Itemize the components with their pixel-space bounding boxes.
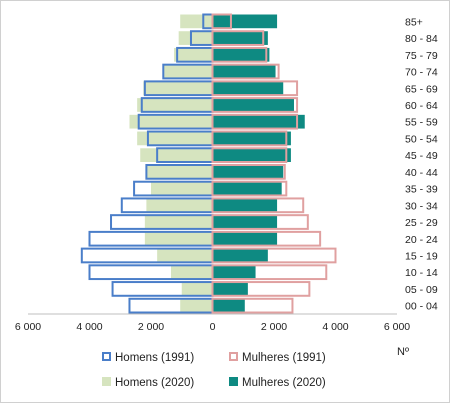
bar-mulheres-1991-10-14	[211, 264, 328, 281]
bar-mulheres-1991-45-49	[211, 147, 288, 163]
bar-homens-2020-75-79	[174, 47, 213, 62]
bar-mulheres-1991-85	[211, 13, 232, 30]
legend-swatch-mulheres-1991	[229, 352, 238, 361]
bar-mulheres-1991-00-04	[211, 297, 294, 314]
category-label-15-19: 15 - 19	[405, 250, 438, 262]
bar-homens-2020-20-24	[144, 231, 213, 246]
bar-mulheres-2020-55-59	[212, 114, 305, 129]
bar-homens-2020-10-14	[170, 265, 213, 280]
x-tick-label: 6 000	[15, 321, 41, 333]
bar-mulheres-1991-75-79	[211, 46, 268, 63]
bar-mulheres-2020-05-09	[212, 282, 248, 296]
x-tick-label: 2 000	[138, 321, 164, 333]
bar-homens-2020-30-34	[146, 198, 213, 213]
bar-homens-2020-65-69	[143, 81, 213, 96]
bar-homens-2020-00-04	[180, 298, 213, 313]
bar-homens-2020-15-19	[157, 248, 213, 263]
legend-label-mulheres-2020: Mulheres (2020)	[242, 377, 326, 389]
bar-homens-2020-50-54	[137, 131, 213, 146]
bar-mulheres-2020-65-69	[212, 81, 284, 96]
bar-mulheres-2020-85	[212, 14, 278, 29]
bar-mulheres-2020-80-84	[212, 31, 268, 45]
x-axis-title: Nº	[397, 346, 409, 358]
legend-label-homens-2020: Homens (2020)	[115, 377, 194, 389]
category-label-30-34: 30 - 34	[405, 200, 438, 212]
category-label-65-69: 65 - 69	[405, 83, 438, 95]
bar-homens-2020-80-84	[178, 31, 213, 45]
category-label-55-59: 55 - 59	[405, 117, 438, 129]
bar-mulheres-1991-80-84	[211, 30, 265, 46]
bar-homens-2020-55-59	[129, 114, 213, 129]
bar-mulheres-2020-20-24	[212, 231, 278, 246]
bar-mulheres-2020-10-14	[212, 265, 256, 280]
category-label-80-84: 80 - 84	[405, 33, 438, 45]
x-tick-label: 4 000	[76, 321, 102, 333]
bar-mulheres-1991-20-24	[211, 230, 322, 247]
bar-mulheres-2020-00-04	[212, 298, 245, 313]
x-tick-label: 0	[210, 321, 216, 333]
bar-homens-2020-85	[180, 14, 213, 29]
bar-mulheres-2020-25-29	[212, 215, 278, 229]
bar-homens-2020-05-09	[181, 282, 213, 296]
bar-homens-2020-35-39	[151, 181, 213, 196]
bar-mulheres-1991-35-39	[211, 180, 288, 197]
bar-homens-2020-70-74	[163, 64, 213, 79]
bar-homens-2020-60-64	[137, 98, 213, 112]
bar-mulheres-1991-60-64	[211, 97, 299, 113]
bar-mulheres-1991-55-59	[211, 113, 299, 130]
x-tick-label: 4 000	[322, 321, 348, 333]
category-label-60-64: 60 - 64	[405, 100, 438, 112]
category-label-50-54: 50 - 54	[405, 133, 438, 145]
bar-mulheres-2020-60-64	[212, 98, 294, 112]
category-label-00-04: 00 - 04	[405, 301, 438, 313]
legend-swatch-mulheres-2020	[229, 377, 238, 386]
legend-label-mulheres-1991: Mulheres (1991)	[242, 352, 326, 364]
bar-mulheres-1991-30-34	[211, 197, 305, 214]
category-label-05-09: 05 - 09	[405, 284, 438, 296]
bar-homens-2020-40-44	[146, 165, 213, 179]
bar-mulheres-1991-50-54	[211, 130, 288, 147]
bar-mulheres-1991-65-69	[211, 80, 299, 97]
bar-homens-2020-45-49	[140, 148, 213, 162]
category-label-20-24: 20 - 24	[405, 234, 438, 246]
legend-swatch-homens-2020	[102, 377, 111, 386]
category-label-25-29: 25 - 29	[405, 217, 438, 229]
category-label-45-49: 45 - 49	[405, 150, 438, 162]
bar-mulheres-1991-25-29	[211, 214, 309, 230]
bar-mulheres-2020-50-54	[212, 131, 291, 146]
bar-mulheres-2020-70-74	[212, 64, 276, 79]
bar-mulheres-1991-70-74	[211, 63, 280, 80]
bar-mulheres-2020-75-79	[212, 47, 270, 62]
bar-mulheres-2020-45-49	[212, 148, 291, 162]
bar-mulheres-1991-05-09	[211, 281, 311, 297]
legend-swatch-homens-1991	[102, 352, 111, 361]
legend-label-homens-1991: Homens (1991)	[115, 352, 194, 364]
category-label-40-44: 40 - 44	[405, 167, 438, 179]
bar-mulheres-2020-30-34	[212, 198, 278, 213]
x-tick-label: 6 000	[384, 321, 410, 333]
x-tick-label: 2 000	[261, 321, 287, 333]
category-label-10-14: 10 - 14	[405, 267, 438, 279]
category-label-70-74: 70 - 74	[405, 67, 438, 79]
category-label-75-79: 75 - 79	[405, 50, 438, 62]
bar-homens-2020-25-29	[144, 215, 213, 229]
bar-mulheres-1991-40-44	[211, 164, 286, 180]
category-label-85: 85+	[405, 16, 423, 28]
bar-mulheres-2020-40-44	[212, 165, 284, 179]
bar-mulheres-2020-35-39	[212, 181, 282, 196]
category-label-35-39: 35 - 39	[405, 184, 438, 196]
bar-mulheres-2020-15-19	[212, 248, 268, 263]
bar-mulheres-1991-15-19	[211, 247, 337, 264]
